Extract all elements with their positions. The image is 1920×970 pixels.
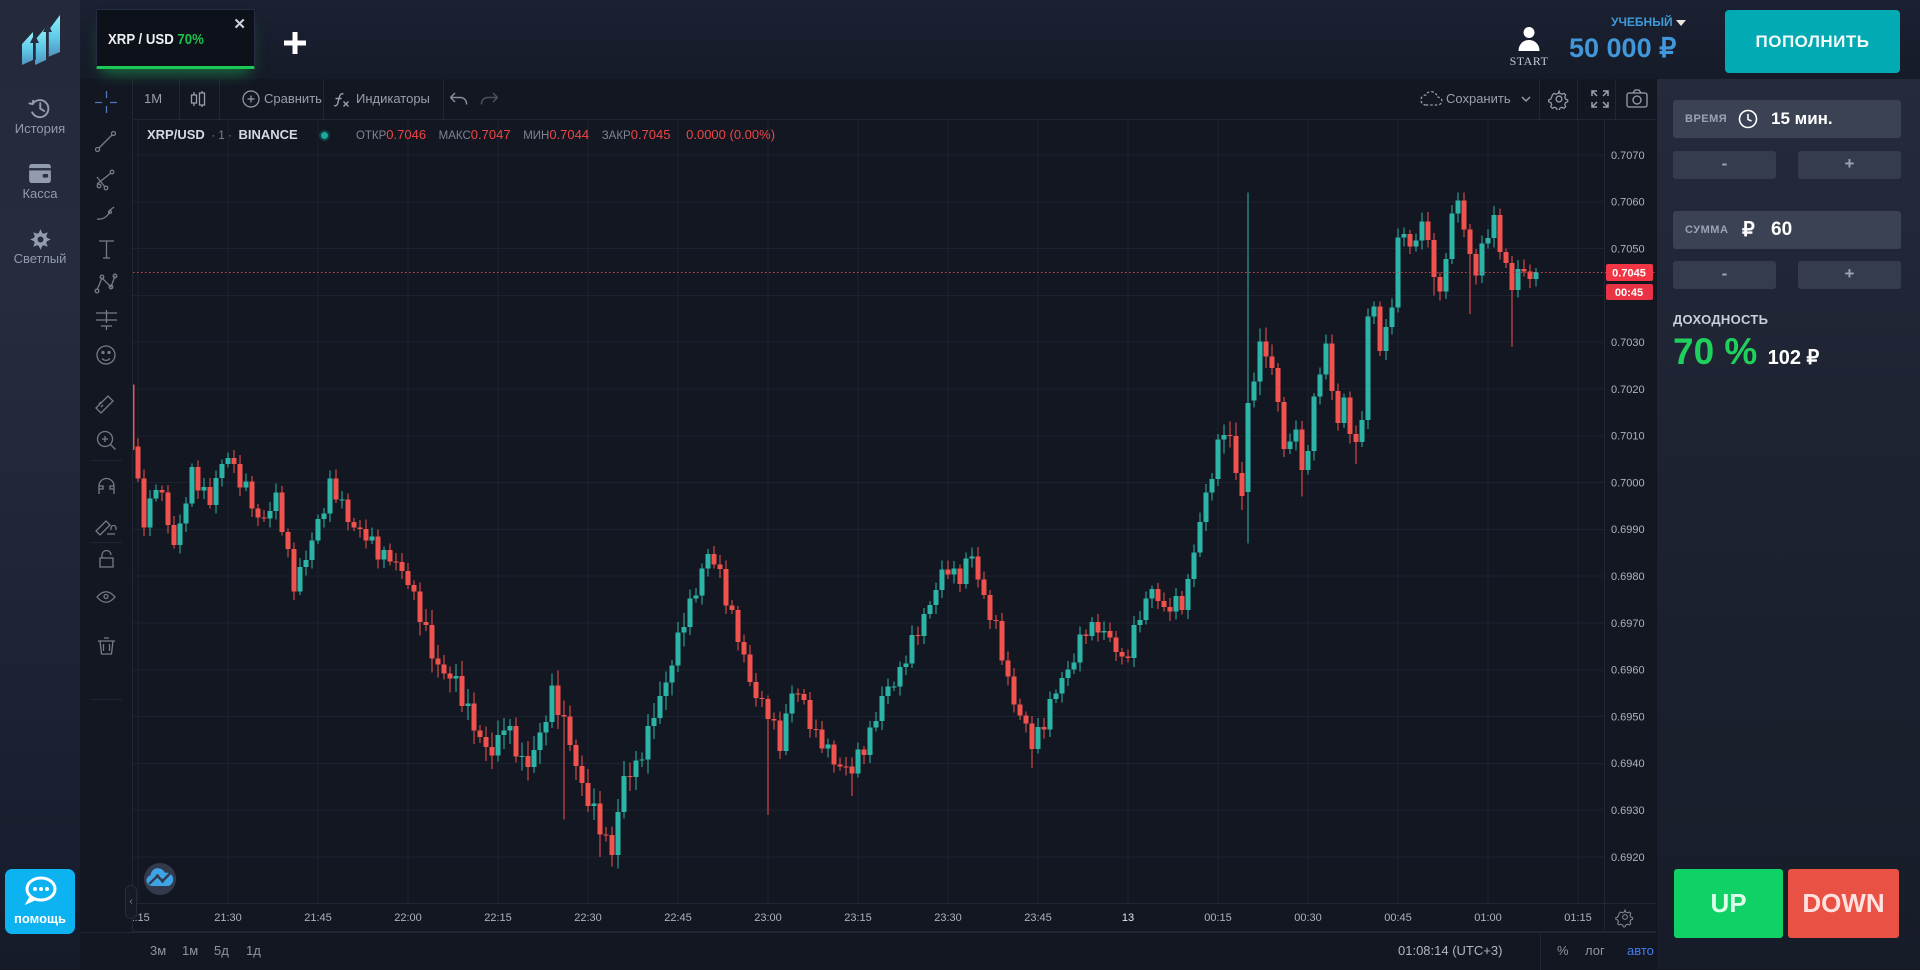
svg-text:22:30: 22:30 — [574, 912, 602, 924]
svg-text:00:15: 00:15 — [1204, 912, 1232, 924]
svg-text:21:45: 21:45 — [304, 912, 332, 924]
svg-text:0.7000: 0.7000 — [1611, 477, 1645, 489]
svg-text:0.6970: 0.6970 — [1611, 618, 1645, 630]
svg-text:23:30: 23:30 — [934, 912, 962, 924]
svg-text:01:15: 01:15 — [1564, 912, 1592, 924]
svg-text:0.7060: 0.7060 — [1611, 197, 1645, 209]
svg-text:23:15: 23:15 — [844, 912, 872, 924]
svg-text:22:00: 22:00 — [394, 912, 422, 924]
svg-text:23:00: 23:00 — [754, 912, 782, 924]
svg-text:0.6960: 0.6960 — [1611, 665, 1645, 677]
svg-text:0.6920: 0.6920 — [1611, 852, 1645, 864]
svg-text:0.6930: 0.6930 — [1611, 805, 1645, 817]
svg-text:0.7045: 0.7045 — [1612, 268, 1646, 280]
svg-text:0.7010: 0.7010 — [1611, 431, 1645, 443]
svg-text:21:30: 21:30 — [214, 912, 242, 924]
svg-text:0.6950: 0.6950 — [1611, 711, 1645, 723]
svg-text:13: 13 — [1122, 912, 1134, 924]
svg-text:0.7030: 0.7030 — [1611, 337, 1645, 349]
svg-text:0.6940: 0.6940 — [1611, 758, 1645, 770]
svg-text:0.6990: 0.6990 — [1611, 524, 1645, 536]
svg-text:0.7050: 0.7050 — [1611, 243, 1645, 255]
svg-text:00:30: 00:30 — [1294, 912, 1322, 924]
svg-text:01:00: 01:00 — [1474, 912, 1502, 924]
svg-text:00:45: 00:45 — [1384, 912, 1412, 924]
svg-text:23:45: 23:45 — [1024, 912, 1052, 924]
svg-text:0.7070: 0.7070 — [1611, 150, 1645, 162]
svg-text:0.7020: 0.7020 — [1611, 384, 1645, 396]
svg-text:22:45: 22:45 — [664, 912, 692, 924]
svg-text:0.6980: 0.6980 — [1611, 571, 1645, 583]
svg-text:00:45: 00:45 — [1615, 287, 1643, 299]
svg-text:22:15: 22:15 — [484, 912, 512, 924]
